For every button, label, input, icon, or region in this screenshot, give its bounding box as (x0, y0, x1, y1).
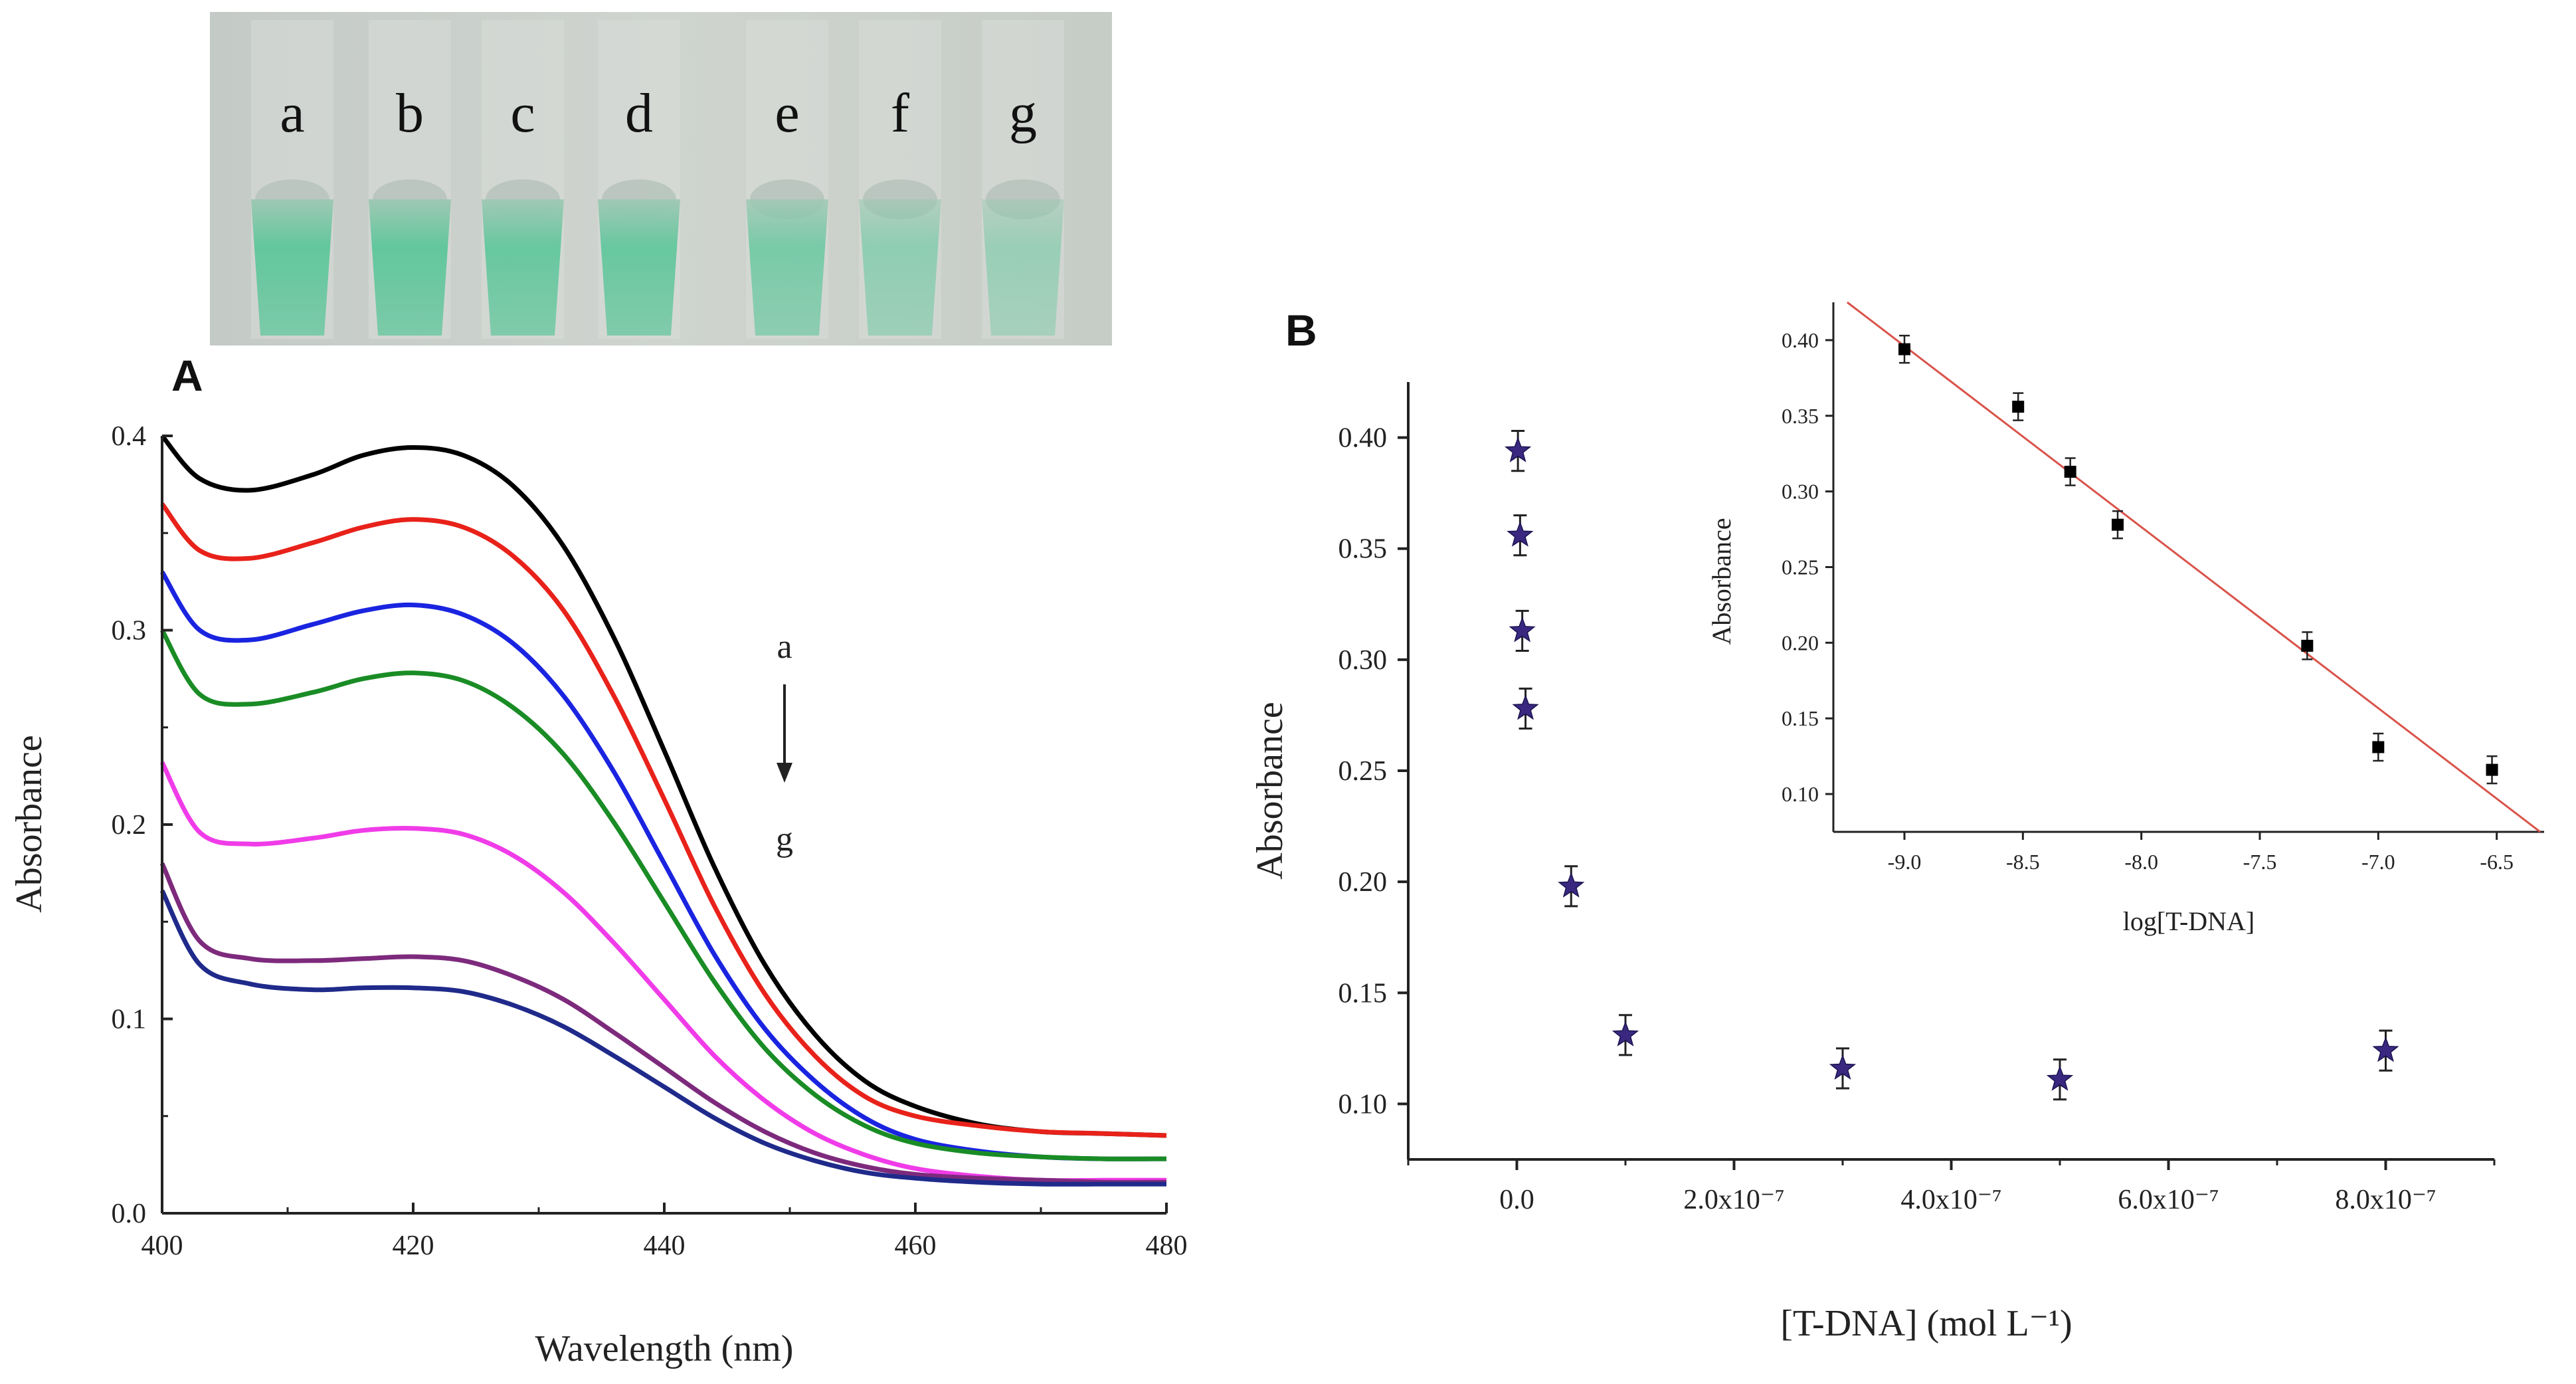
x-tick-label: 440 (644, 1231, 686, 1261)
data-point-square (2486, 764, 2498, 776)
y-tick-label: 0.40 (1338, 423, 1388, 454)
y-tick-label: 0.40 (1782, 328, 1819, 352)
vial-solution (251, 199, 333, 336)
inset-xlabel: log[T-DNA] (2123, 906, 2255, 936)
chart-b-inset: -9.0 -8.5 -8.0 -7.5 -7.0 -6.5 0.10 0.15 0.20 0.25… (1706, 302, 2544, 936)
x-tick-label: 6.0x10⁻⁷ (2118, 1185, 2219, 1215)
y-tick-label: 0.35 (1782, 404, 1819, 428)
y-tick-label: 0.2 (112, 810, 147, 840)
y-tick-label: 0.30 (1782, 480, 1819, 504)
vial-label-e: e (775, 82, 799, 144)
x-tick-label: -7.5 (2243, 850, 2277, 874)
vial-solution (859, 199, 941, 336)
vial-c: c (482, 20, 564, 339)
y-tick-label: 0.15 (1782, 706, 1819, 730)
chart-b-xlabel: [T-DNA] (mol L⁻¹) (1780, 1303, 2072, 1344)
vial-label-c: c (510, 82, 535, 144)
y-tick-label: 0.35 (1338, 534, 1388, 565)
x-tick-label: 2.0x10⁻⁷ (1683, 1185, 1784, 1215)
y-tick-label: 0.20 (1338, 867, 1388, 898)
chart-a-curves (162, 436, 1166, 1184)
y-tick-label: 0.30 (1338, 645, 1388, 676)
x-tick-label: -6.5 (2480, 850, 2514, 874)
y-tick-label: 0.1 (112, 1005, 147, 1035)
x-tick-label: 480 (1146, 1231, 1188, 1261)
y-tick-label: 0.10 (1782, 782, 1819, 806)
y-tick-label: 0.3 (112, 616, 147, 646)
vial-g: g (982, 20, 1064, 339)
arrow-head (777, 763, 792, 783)
vial-e: e (746, 20, 828, 339)
data-point-square (2012, 401, 2024, 413)
inset-ylabel: Absorbance (1706, 518, 1736, 644)
y-tick-label: 0.0 (112, 1199, 147, 1229)
series-line-g (162, 891, 1166, 1185)
arrow-label-a: a (777, 628, 792, 666)
x-tick-label: -7.0 (2361, 850, 2395, 874)
panel-label-a: A (171, 351, 203, 400)
vial-solution (746, 199, 828, 336)
x-tick-label: -8.5 (2006, 850, 2040, 874)
vial-solution (598, 199, 680, 336)
data-point-square (2065, 466, 2076, 478)
y-tick-label: 0.25 (1782, 555, 1819, 579)
x-tick-label: 420 (393, 1231, 434, 1261)
vial-label-g: g (1009, 82, 1037, 144)
data-point-square (2301, 640, 2313, 652)
series-line-d (162, 631, 1166, 1159)
data-point-square (2112, 519, 2124, 531)
x-tick-label: 400 (141, 1231, 183, 1261)
y-tick-label: 0.4 (112, 421, 147, 452)
vial-photo: a b c d e f g (210, 12, 1112, 346)
x-tick-label: 4.0x10⁻⁷ (1900, 1185, 2001, 1215)
vial-label-b: b (396, 82, 424, 144)
vial-label-d: d (625, 82, 653, 144)
x-tick-label: -8.0 (2124, 850, 2158, 874)
vial-b: b (369, 20, 451, 339)
vial-solution (369, 199, 451, 336)
data-point-square (1898, 344, 1910, 355)
figure: abcdefg A B 400 420 440 460 4800.00.10.20.30… (0, 0, 2576, 1384)
chart-a-xlabel: Wavelength (nm) (535, 1328, 794, 1369)
vial-label-a: a (280, 82, 304, 144)
y-tick-label: 0.25 (1338, 756, 1388, 787)
vial-f: f (859, 20, 941, 339)
vial-solution (982, 199, 1064, 336)
x-tick-label: 0.0 (1499, 1185, 1534, 1215)
vial-d: d (598, 20, 680, 339)
series-line-e (162, 762, 1166, 1180)
x-tick-label: -9.0 (1888, 850, 1922, 874)
data-point-square (2372, 741, 2384, 753)
chart-b-ylabel: Absorbance (1249, 702, 1291, 879)
x-tick-label: 460 (895, 1231, 937, 1261)
x-tick-label: 8.0x10⁻⁷ (2335, 1185, 2436, 1215)
chart-a-ylabel: Absorbance (9, 735, 50, 912)
chart-a: 400 420 440 460 480 0.0 0.1 0.2 0.3 0.4 Wavelengt… (9, 421, 1188, 1369)
y-tick-label: 0.15 (1338, 978, 1388, 1009)
y-tick-label: 0.20 (1782, 631, 1819, 654)
series-line-b (162, 504, 1166, 1136)
vial-a: a (251, 20, 333, 339)
vial-solution (482, 199, 564, 336)
arrow-label-g: g (776, 821, 793, 858)
series-line-f (162, 864, 1166, 1183)
panel-label-b: B (1285, 306, 1317, 355)
y-tick-label: 0.10 (1338, 1089, 1388, 1120)
series-line-c (162, 572, 1166, 1159)
vial-label-f: f (891, 82, 909, 144)
